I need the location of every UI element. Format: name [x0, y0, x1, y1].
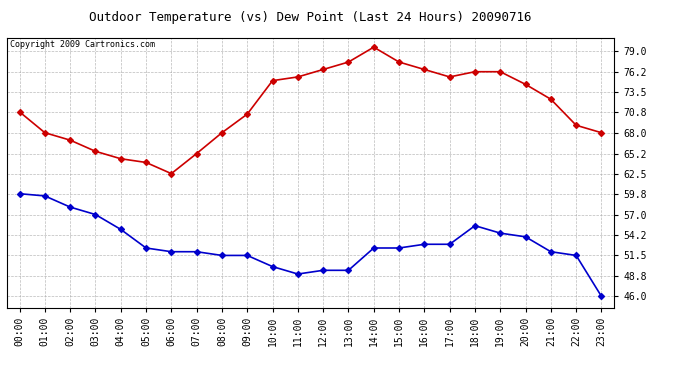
Text: Outdoor Temperature (vs) Dew Point (Last 24 Hours) 20090716: Outdoor Temperature (vs) Dew Point (Last… — [89, 11, 532, 24]
Text: Copyright 2009 Cartronics.com: Copyright 2009 Cartronics.com — [10, 40, 155, 49]
